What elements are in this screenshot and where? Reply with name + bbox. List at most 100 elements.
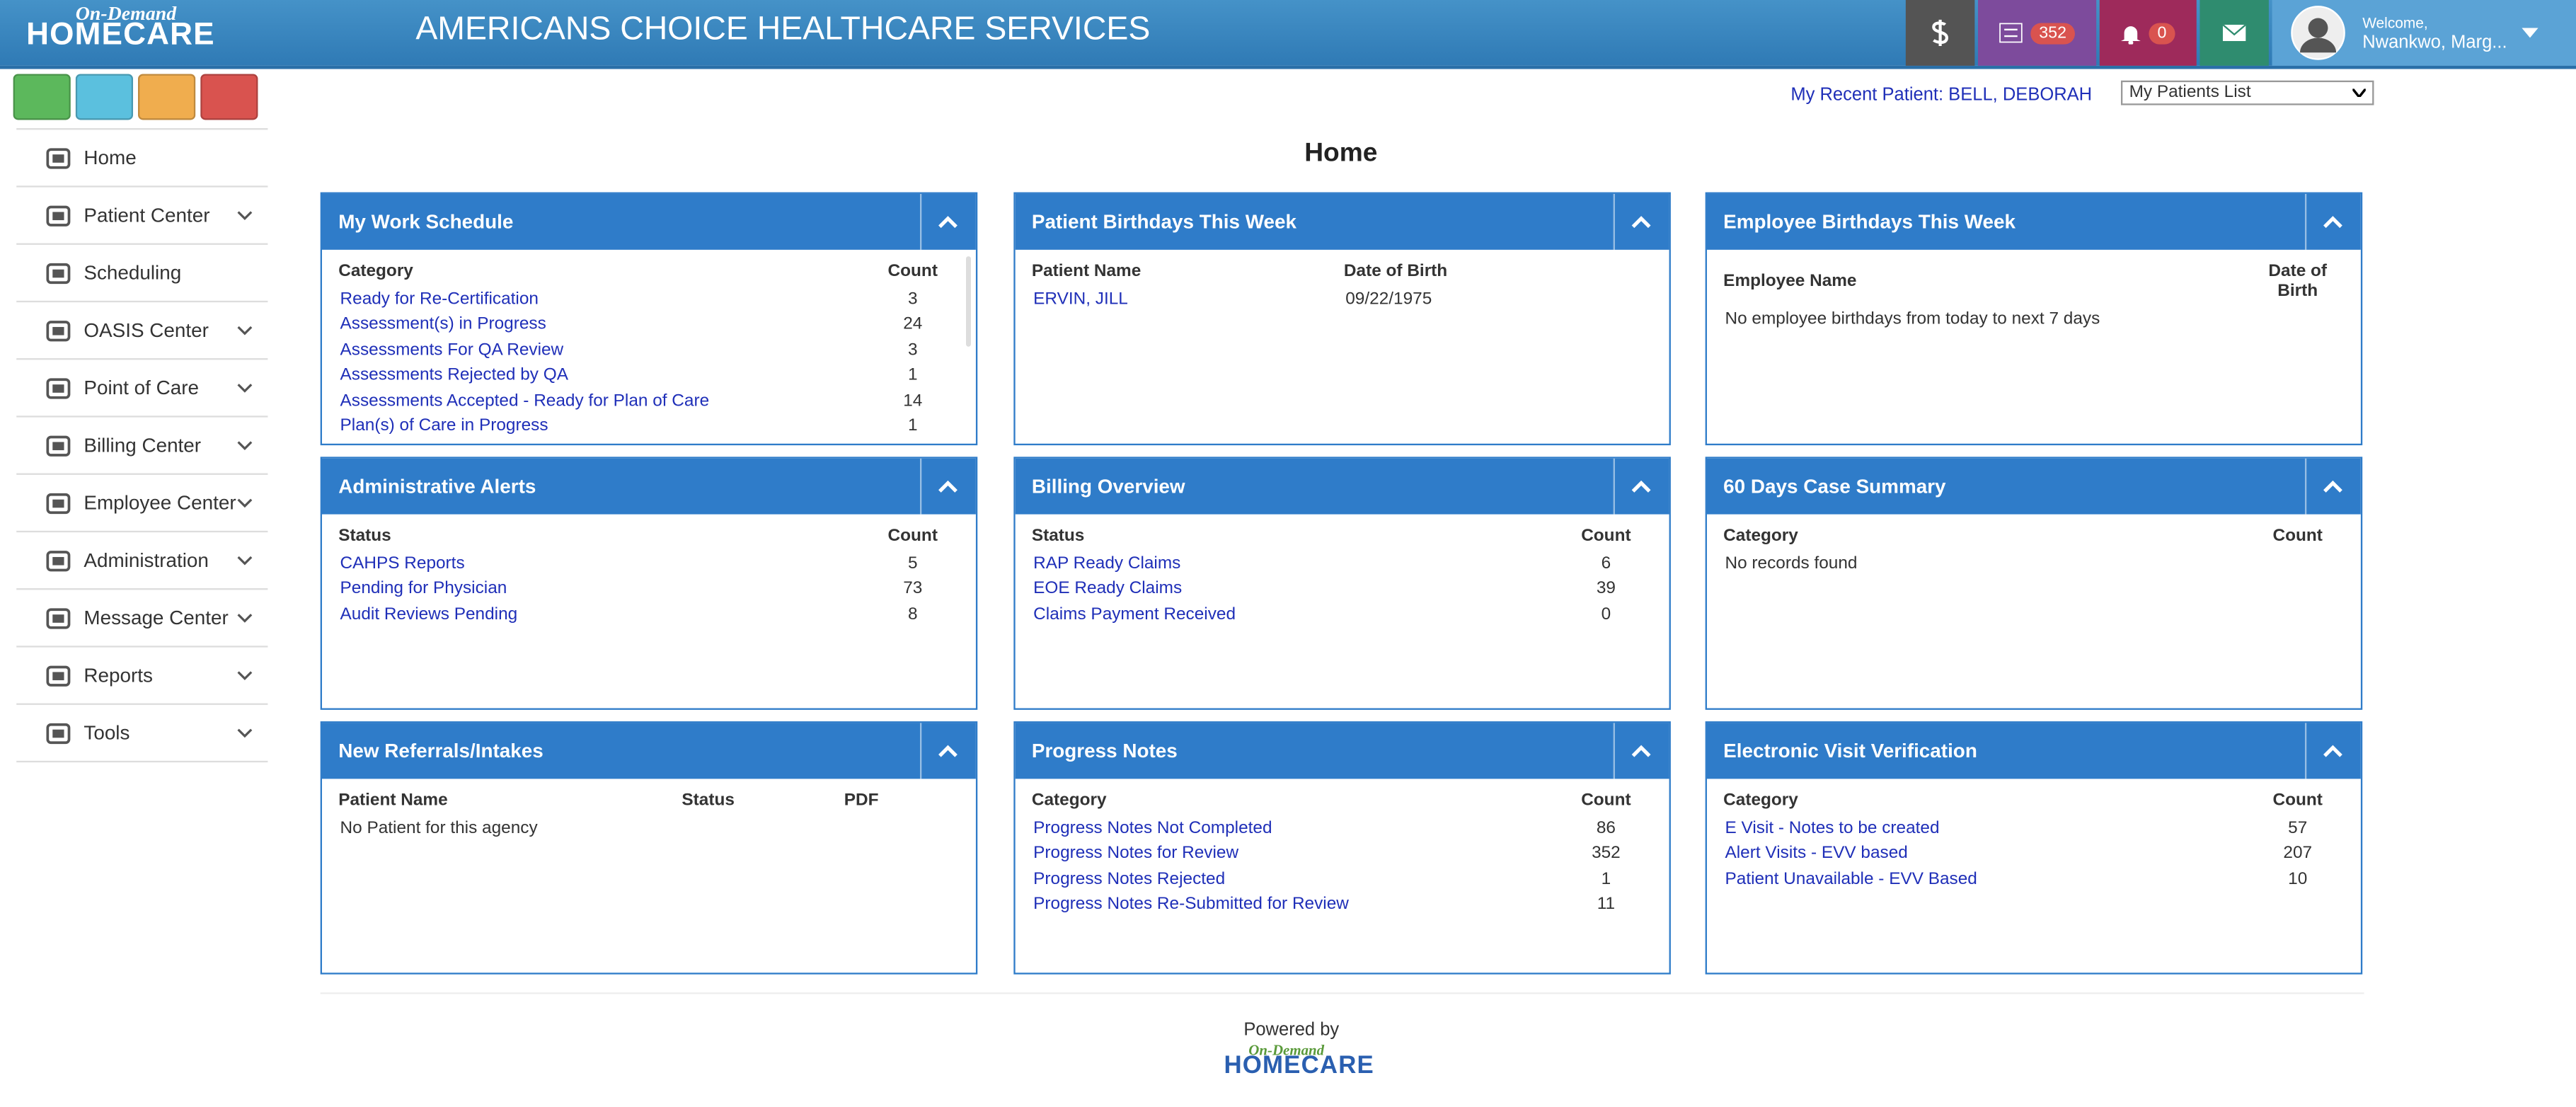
footer-logo-main: HOMECARE <box>1224 1051 1374 1080</box>
table-row: RAP Ready Claims 6 <box>1032 551 1656 576</box>
menu-icon <box>46 378 71 399</box>
row-link[interactable]: Patient Unavailable - EVV Based <box>1725 868 1977 889</box>
row-link[interactable]: Progress Notes Rejected <box>1033 868 1226 889</box>
column-header: Count <box>2272 790 2323 810</box>
column-header: Category <box>1723 525 1798 546</box>
row-link[interactable]: RAP Ready Claims <box>1033 553 1181 573</box>
panel-header: Employee Birthdays This Week <box>1706 193 2361 250</box>
row-value: 10 <box>2288 868 2308 889</box>
alerts-badge: 0 <box>2149 22 2175 44</box>
panel: 60 Days Case Summary Category Count No reco… <box>1705 457 2363 710</box>
row-link[interactable]: Plan(s) of Care in Progress <box>340 415 548 436</box>
collapse-button[interactable] <box>2306 194 2361 250</box>
panel-header: My Work Schedule <box>322 193 976 250</box>
sidebar-label[interactable]: Administration <box>84 549 209 572</box>
sidebar-label[interactable]: Tools <box>84 721 130 745</box>
header-row: Employee Name Date of Birth <box>1723 261 2347 306</box>
sidebar-item[interactable]: Employee Center <box>16 475 268 533</box>
collapse-button[interactable] <box>2306 459 2361 515</box>
help-button[interactable] <box>138 74 196 120</box>
sidebar-label[interactable]: Reports <box>84 663 153 687</box>
sidebar-label[interactable]: Point of Care <box>84 376 200 400</box>
collapse-button[interactable] <box>921 723 976 779</box>
sidebar-label[interactable]: Scheduling <box>84 261 182 285</box>
logo-main[interactable]: HOMECARE <box>26 18 215 53</box>
mail-button[interactable] <box>2200 0 2269 66</box>
footer-logo-top: On-Demand <box>1248 1041 1325 1059</box>
collapse-button[interactable] <box>2306 723 2361 779</box>
row-link[interactable]: Audit Reviews Pending <box>340 604 518 624</box>
sidebar-label[interactable]: Message Center <box>84 606 229 630</box>
sidebar-item[interactable]: Patient Center <box>16 188 268 245</box>
sidebar-item[interactable]: Administration <box>16 532 268 590</box>
menu-icon <box>46 263 71 285</box>
row-link[interactable]: Alert Visits - EVV based <box>1725 843 1908 864</box>
panel-title: Billing Overview <box>1031 474 1185 498</box>
collapse-button[interactable] <box>921 194 976 250</box>
collapse-button[interactable] <box>1615 459 1669 515</box>
mobile-button[interactable] <box>200 74 258 120</box>
user-text: Welcome, Nwankwo, Marg... <box>2362 13 2507 52</box>
row-link[interactable]: Assessments Rejected by QA <box>340 365 568 385</box>
row-link[interactable]: ERVIN, JILL <box>1033 288 1128 309</box>
header-separator <box>920 193 922 250</box>
chevron <box>237 384 253 393</box>
header-separator <box>1613 723 1615 779</box>
row-link[interactable]: Assessment(s) in Progress <box>340 314 546 334</box>
row-link[interactable]: CAHPS Reports <box>340 553 465 573</box>
table-row: Audit Reviews Pending 8 <box>338 602 962 627</box>
row-link[interactable]: Progress Notes for Review <box>1033 843 1239 864</box>
user-menu[interactable]: Welcome, Nwankwo, Marg... <box>2272 0 2576 66</box>
header-separator <box>1613 458 1615 515</box>
sidebar-label[interactable]: Home <box>84 146 137 170</box>
row-link[interactable]: Pending for Physician <box>340 578 507 599</box>
billing-button[interactable] <box>1905 0 1975 66</box>
sidebar-item[interactable]: Reports <box>16 648 268 705</box>
header-separator <box>920 458 922 515</box>
sidebar-item[interactable]: Home <box>16 130 268 188</box>
row-value: 6 <box>1601 553 1611 573</box>
column-header: Count <box>2272 525 2323 546</box>
table-row: Assessments Accepted - Ready for Plan of… <box>338 388 962 413</box>
welcome: Welcome, <box>2362 14 2428 32</box>
table-row: Assessment(s) in Progress 24 <box>338 311 962 337</box>
row-link[interactable]: Progress Notes Not Completed <box>1033 818 1272 838</box>
collapse-button[interactable] <box>1615 723 1669 779</box>
empty-message: No Patient for this agency <box>340 818 538 838</box>
sidebar-item[interactable]: Scheduling <box>16 245 268 303</box>
row-link[interactable]: Claims Payment Received <box>1033 604 1236 624</box>
row-link[interactable]: Ready for Re-Certification <box>340 288 539 309</box>
phone-button[interactable] <box>75 74 134 120</box>
chevron <box>237 614 253 623</box>
collapse-button[interactable] <box>921 459 976 515</box>
messages-button[interactable]: 352 <box>1978 0 2097 66</box>
sidebar-label[interactable]: Employee Center <box>84 491 236 515</box>
row-link[interactable]: Plan(s) of Care Ready for Review <box>338 439 863 444</box>
row-link[interactable]: E Visit - Notes to be created <box>1725 818 1940 838</box>
sidebar-label[interactable]: Patient Center <box>84 203 210 227</box>
sidebar-label[interactable]: Billing Center <box>84 433 202 457</box>
row-value: 39 <box>1596 578 1616 599</box>
data-table: Employee Name Date of Birth No employee bi… <box>1723 261 2347 331</box>
row-link[interactable]: EOE Ready Claims <box>1033 578 1183 599</box>
sidebar-item[interactable]: OASIS Center <box>16 302 268 360</box>
row-value: 3 <box>907 339 918 360</box>
sidebar-item[interactable]: Message Center <box>16 590 268 648</box>
collapse-button[interactable] <box>1615 194 1669 250</box>
sidebar-item[interactable]: Billing Center <box>16 418 268 475</box>
table-row: Ready for Re-Certification 3 <box>338 286 962 311</box>
row-link[interactable]: Assessments Accepted - Ready for Plan of… <box>340 390 710 411</box>
sidebar-item[interactable]: Point of Care <box>16 360 268 418</box>
alerts-button[interactable]: 0 <box>2099 0 2197 66</box>
data-table: Patient Name Date of Birth ERVIN, JILL 09/2… <box>1032 261 1656 311</box>
recent-patient[interactable]: My Recent Patient: BELL, DEBORAH <box>1790 85 2093 105</box>
chevron <box>237 441 253 451</box>
sidebar-label[interactable]: OASIS Center <box>84 319 209 342</box>
panel: Patient Birthdays This Week Patient Name D… <box>1013 192 1671 446</box>
tips-button[interactable] <box>13 74 71 120</box>
row-link[interactable]: Assessments For QA Review <box>340 339 564 360</box>
row-link[interactable]: Progress Notes Re-Submitted for Review <box>1033 894 1349 914</box>
sidebar-item[interactable]: Tools <box>16 705 268 763</box>
menu-icon <box>46 723 71 745</box>
patient-list-select[interactable]: My Patients List <box>2120 80 2374 105</box>
